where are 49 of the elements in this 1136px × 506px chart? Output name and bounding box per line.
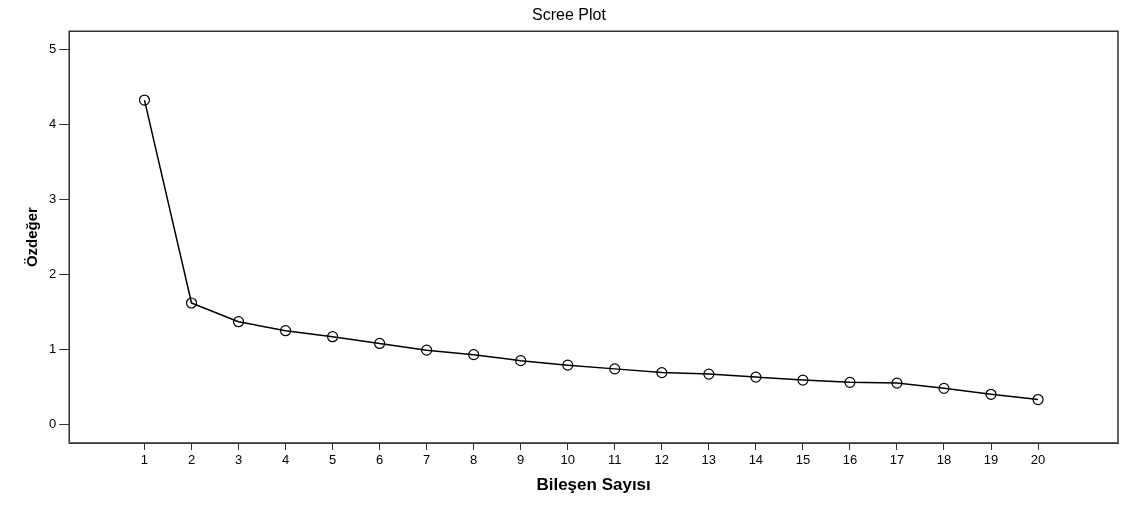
x-tick-label: 9: [517, 452, 525, 468]
point: [279, 325, 292, 337]
point: [515, 355, 527, 367]
x-tick-label: 1: [140, 452, 149, 468]
point: [562, 359, 574, 371]
point: [938, 382, 950, 394]
point: [468, 349, 480, 361]
y-tick-label: 5: [49, 41, 57, 57]
x-tick-label: 19: [983, 452, 999, 468]
x-tick-label: 2: [187, 452, 196, 468]
point: [185, 297, 198, 309]
point: [609, 363, 621, 375]
x-tick-label: 12: [654, 452, 670, 468]
x-tick-label: 13: [701, 452, 717, 468]
x-tick-label: 20: [1030, 452, 1046, 468]
chart-title: Scree Plot: [532, 6, 607, 24]
x-tick-label: 6: [376, 452, 384, 468]
point: [656, 367, 668, 379]
x-tick-label: 16: [842, 452, 858, 468]
point: [844, 376, 856, 388]
point: [750, 371, 762, 383]
x-tick-label: 14: [748, 452, 764, 468]
x-tick-label: 8: [470, 452, 478, 468]
point: [703, 368, 715, 380]
y-tick-label: 1: [49, 340, 57, 356]
x-tick-label: 7: [423, 452, 431, 468]
y-tick-label: 0: [49, 415, 57, 431]
y-tick-label: 4: [49, 116, 57, 132]
point: [421, 344, 433, 356]
point: [985, 388, 997, 400]
point: [232, 316, 245, 328]
point: [1032, 393, 1044, 406]
x-axis-title: Bileşen Sayısı: [536, 475, 651, 495]
y-axis-title: Özdeğer: [23, 206, 41, 268]
x-tick-label: 11: [608, 452, 622, 468]
x-tick-label: 4: [281, 452, 290, 468]
point: [327, 331, 339, 343]
point: [138, 94, 151, 106]
point: [797, 374, 809, 386]
x-tick-label: 5: [328, 452, 337, 468]
x-tick-label: 18: [936, 452, 952, 468]
y-tick-label: 3: [49, 191, 57, 207]
point: [891, 377, 903, 389]
point: [374, 337, 386, 350]
x-tick-label: 15: [795, 452, 811, 468]
x-tick-label: 17: [889, 452, 905, 468]
x-tick-label: 10: [560, 452, 575, 468]
x-tick-label: 3: [234, 452, 243, 468]
y-tick-label: 2: [49, 266, 57, 282]
